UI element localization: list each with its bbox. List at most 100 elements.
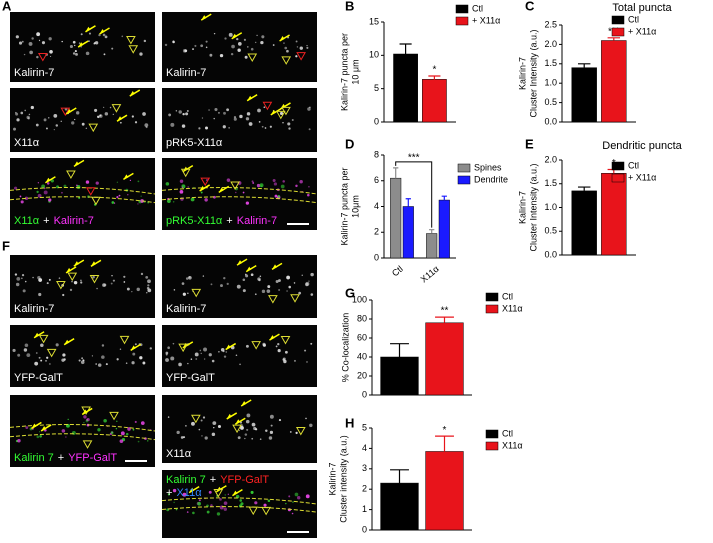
arrowhead-marker bbox=[82, 440, 93, 449]
puncta bbox=[274, 194, 278, 198]
puncta bbox=[85, 180, 90, 184]
puncta bbox=[296, 495, 301, 500]
puncta bbox=[127, 194, 129, 196]
arrowhead-marker bbox=[290, 294, 300, 303]
puncta bbox=[16, 118, 20, 122]
puncta bbox=[140, 195, 142, 197]
arrow-head bbox=[247, 95, 253, 101]
arrowhead-marker bbox=[200, 177, 211, 187]
puncta bbox=[251, 437, 254, 440]
puncta bbox=[21, 274, 25, 277]
caption: Kalirin-7 bbox=[166, 67, 206, 79]
puncta bbox=[239, 499, 243, 502]
puncta bbox=[116, 358, 119, 361]
arrow-head bbox=[279, 36, 285, 42]
puncta bbox=[185, 425, 187, 427]
puncta bbox=[71, 121, 75, 125]
arrowhead-marker bbox=[85, 187, 96, 196]
caption-part: X11α bbox=[14, 137, 40, 149]
puncta bbox=[214, 107, 218, 112]
puncta bbox=[103, 283, 107, 287]
y-tick-label: 1.5 bbox=[544, 178, 557, 188]
caption-part: X11α bbox=[166, 448, 192, 460]
puncta bbox=[175, 508, 178, 511]
puncta bbox=[80, 45, 82, 48]
puncta bbox=[184, 49, 188, 53]
caption: pRK5-X11α bbox=[166, 137, 223, 149]
puncta bbox=[237, 48, 241, 52]
puncta bbox=[256, 183, 261, 188]
puncta bbox=[235, 354, 238, 356]
arrowhead-marker bbox=[191, 414, 201, 424]
puncta bbox=[63, 358, 66, 361]
y-tick-label: 4 bbox=[374, 201, 379, 211]
puncta bbox=[99, 114, 103, 118]
caption-part: Kalirin-7 bbox=[237, 215, 277, 227]
puncta bbox=[85, 51, 90, 56]
legend-swatch bbox=[611, 15, 625, 25]
puncta bbox=[137, 440, 140, 443]
legend-label: + X11α bbox=[472, 15, 500, 25]
puncta bbox=[210, 283, 213, 286]
puncta bbox=[301, 274, 303, 276]
puncta bbox=[37, 275, 41, 280]
error-bar bbox=[435, 435, 454, 452]
puncta bbox=[225, 351, 228, 353]
puncta bbox=[310, 293, 314, 296]
error-bar bbox=[435, 316, 454, 323]
puncta bbox=[308, 128, 311, 131]
legend-label: X11α bbox=[502, 303, 523, 313]
puncta bbox=[259, 183, 264, 188]
arrowhead-marker bbox=[60, 107, 71, 117]
arrowhead-marker bbox=[268, 295, 278, 304]
puncta bbox=[18, 41, 23, 45]
puncta bbox=[238, 429, 240, 432]
puncta bbox=[246, 413, 251, 418]
puncta bbox=[139, 52, 143, 56]
arrow-head bbox=[31, 423, 37, 429]
puncta bbox=[110, 282, 113, 285]
puncta bbox=[188, 275, 192, 280]
panel-letter: G bbox=[345, 285, 355, 300]
puncta bbox=[223, 111, 226, 115]
puncta bbox=[105, 363, 108, 366]
y-tick-label: 1.0 bbox=[544, 78, 557, 88]
arrowhead-marker bbox=[178, 343, 188, 353]
micrograph bbox=[162, 88, 317, 152]
arrow-head bbox=[225, 344, 231, 350]
puncta bbox=[245, 419, 250, 424]
arrow-head bbox=[130, 345, 136, 351]
arrow-head bbox=[270, 109, 276, 115]
puncta bbox=[185, 112, 189, 116]
arrow-head bbox=[272, 264, 278, 270]
puncta bbox=[223, 507, 227, 511]
puncta bbox=[170, 356, 175, 361]
legend-swatch bbox=[611, 27, 625, 37]
puncta bbox=[298, 291, 302, 295]
puncta bbox=[205, 46, 208, 49]
y-tick-label: 40 bbox=[357, 351, 367, 361]
puncta bbox=[278, 279, 281, 282]
arrowhead-marker bbox=[280, 335, 291, 345]
puncta bbox=[197, 501, 202, 506]
arrowhead-marker bbox=[88, 123, 99, 133]
puncta bbox=[93, 43, 95, 45]
puncta bbox=[278, 288, 281, 291]
puncta bbox=[257, 108, 261, 113]
bar bbox=[425, 451, 464, 531]
caption: Kalirin-7 bbox=[14, 303, 54, 315]
puncta bbox=[295, 431, 298, 435]
puncta bbox=[73, 280, 78, 285]
puncta bbox=[244, 437, 246, 440]
arrowhead-marker bbox=[67, 272, 78, 282]
y-tick-label: 5 bbox=[362, 422, 367, 432]
arrowhead-marker bbox=[295, 427, 306, 436]
puncta bbox=[172, 488, 177, 493]
puncta bbox=[134, 121, 138, 124]
y-axis-label: Kalirin-7 bbox=[327, 462, 337, 495]
puncta bbox=[113, 202, 116, 204]
puncta bbox=[75, 52, 78, 56]
puncta bbox=[269, 125, 272, 128]
puncta bbox=[293, 359, 296, 362]
puncta bbox=[269, 430, 274, 434]
